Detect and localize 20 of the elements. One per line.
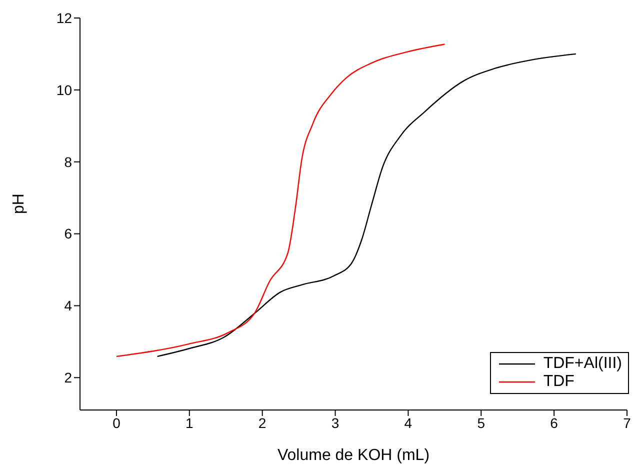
x-axis-title: Volume de KOH (mL)	[277, 447, 430, 464]
y-axis-title: pH	[10, 194, 28, 214]
x-tick-label: 2	[258, 414, 266, 431]
x-tick-label: 5	[477, 414, 486, 431]
legend-label: TDF	[543, 373, 574, 391]
x-tick-label: 1	[186, 414, 194, 431]
line-series	[156, 53, 577, 358]
x-tick-label: 0	[112, 414, 121, 431]
line-series	[116, 44, 446, 358]
y-tick-label: 8	[64, 154, 72, 170]
y-tick-label: 2	[64, 370, 72, 386]
x-tick-label: 7	[623, 414, 632, 431]
x-tick-label: 4	[404, 414, 412, 431]
y-tick-label: 10	[56, 82, 72, 98]
x-tick-label: 6	[550, 414, 558, 431]
y-tick-label: 6	[64, 226, 72, 242]
y-tick-label: 12	[56, 10, 72, 26]
legend-label: TDF+Al(III)	[543, 355, 622, 373]
x-tick-label: 3	[331, 414, 340, 431]
y-tick-label: 4	[64, 298, 72, 314]
